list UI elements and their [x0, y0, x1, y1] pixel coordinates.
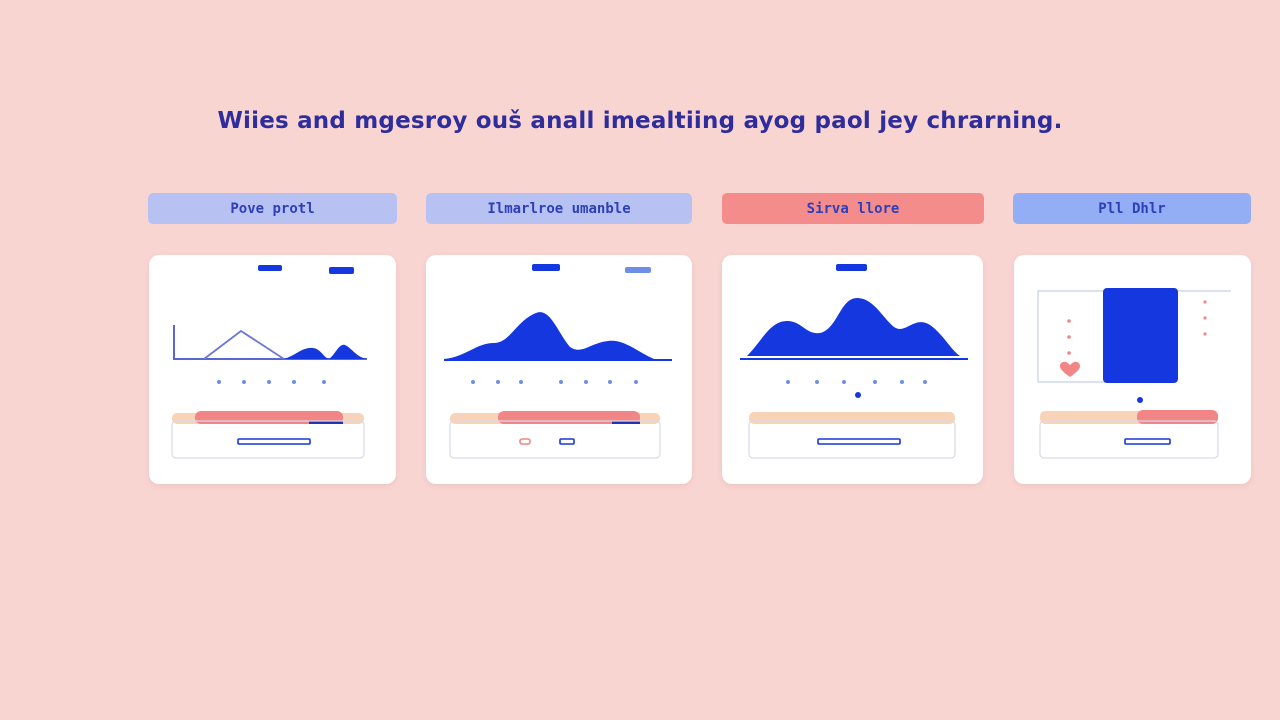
card-3[interactable]: [722, 255, 983, 484]
tab-2[interactable]: Ilmarlroe umanble: [426, 193, 692, 224]
card-4[interactable]: [1014, 255, 1251, 484]
area-chart-icon: [444, 264, 672, 459]
page-headline: Wiies and mgesroy ouš anall imealtiing a…: [217, 108, 1063, 134]
tab-3-label: Sirva llore: [806, 200, 900, 217]
tab-4[interactable]: Pll Dhlr: [1013, 193, 1251, 224]
card-2[interactable]: [426, 255, 692, 484]
tab-4-label: Pll Dhlr: [1098, 200, 1166, 217]
card-1[interactable]: [149, 255, 396, 484]
line-chart-icon: [171, 265, 367, 459]
tab-1[interactable]: Pove protl: [148, 193, 397, 224]
bar-block-icon: [1037, 288, 1231, 459]
tab-3[interactable]: Sirva llore: [722, 193, 984, 224]
tab-2-label: Ilmarlroe umanble: [487, 200, 631, 217]
mountain-chart-icon: [740, 264, 968, 459]
tab-1-label: Pove protl: [230, 200, 315, 217]
